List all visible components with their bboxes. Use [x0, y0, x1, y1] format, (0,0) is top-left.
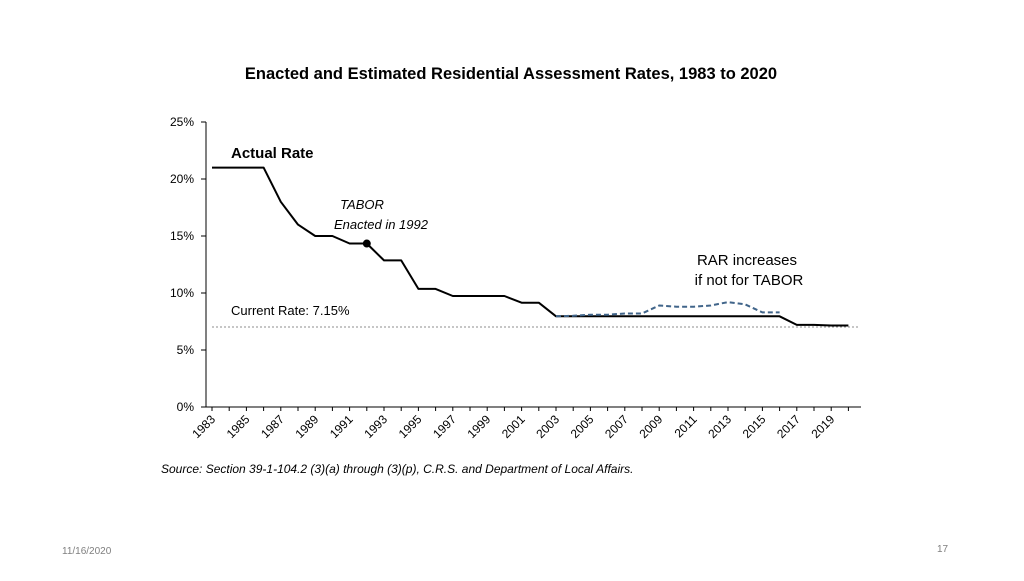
actual-rate-line	[212, 166, 849, 327]
rar-estimate-line	[555, 301, 780, 318]
tabor-marker	[362, 239, 371, 248]
x-tick-label: 2017	[774, 412, 803, 441]
x-tick-label: 1999	[465, 412, 494, 441]
chart-title: Enacted and Estimated Residential Assess…	[245, 65, 777, 83]
x-tick-labels: 1983 1985 1987 1989 1991 1993 1995 1997 1999 2001…	[189, 412, 837, 441]
x-tick-label: 2015	[740, 412, 769, 441]
footer-date: 11/16/2020	[62, 546, 112, 557]
footer-page-number: 17	[937, 544, 949, 555]
x-tick-label: 1989	[293, 412, 322, 441]
rar-label-line2: if not for TABOR	[695, 272, 804, 289]
x-tick-label: 2003	[533, 412, 562, 441]
x-tick-label: 2013	[705, 412, 734, 441]
y-tick-label: 0%	[177, 400, 195, 414]
x-tick-label: 2007	[602, 412, 631, 441]
y-tick-label: 20%	[170, 172, 194, 186]
y-tick-label: 25%	[170, 115, 194, 129]
x-tick-label: 1997	[430, 412, 459, 441]
x-tick-label: 1987	[258, 412, 287, 441]
y-tick-labels: 0% 5% 10% 15% 20% 25%	[170, 115, 194, 414]
x-tick-label: 1993	[361, 412, 390, 441]
actual-rate-label: Actual Rate	[231, 145, 314, 162]
y-tick-label: 5%	[177, 343, 195, 357]
y-tick-label: 10%	[170, 286, 194, 300]
x-tick-label: 1983	[189, 412, 218, 441]
x-tick-label: 2011	[672, 412, 700, 440]
tabor-label-line1: TABOR	[340, 197, 384, 212]
x-tick-label: 1991	[327, 412, 356, 441]
source-note: Source: Section 39-1-104.2 (3)(a) throug…	[161, 462, 633, 476]
x-tick-label: 2009	[637, 412, 666, 441]
x-tick-label: 1995	[396, 412, 425, 441]
x-tick-label: 2019	[809, 412, 838, 441]
axes	[201, 121, 861, 411]
rar-label-line1: RAR increases	[697, 252, 797, 269]
x-tick-label: 2001	[499, 412, 528, 441]
series-group	[212, 166, 849, 327]
x-tick-label: 1985	[224, 412, 253, 441]
x-tick-label: 2005	[568, 412, 597, 441]
y-tick-label: 15%	[170, 229, 194, 243]
reference-line-label: Current Rate: 7.15%	[231, 303, 350, 318]
tabor-label-line2: Enacted in 1992	[334, 217, 429, 232]
